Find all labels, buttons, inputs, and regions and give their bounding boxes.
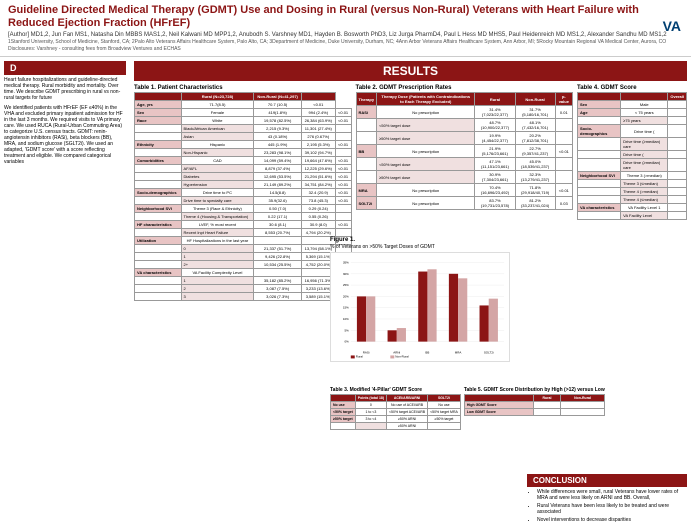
svg-text:Rural: Rural bbox=[356, 355, 363, 359]
affiliations: 1Stanford University, School of Medicine… bbox=[8, 39, 683, 45]
left-column: D Heart failure hospitalizations and gui… bbox=[0, 57, 130, 529]
svg-text:BB: BB bbox=[425, 351, 429, 355]
svg-text:0%: 0% bbox=[345, 340, 350, 344]
table1-wrap: Table 1. Patient Characteristics Rural (… bbox=[134, 85, 352, 301]
authors: [Author] MD1,2, Jun Fan MS1, Natasha Din… bbox=[8, 32, 683, 38]
table5: RuralNon-RuralHigh GDMT ScoreLow GDMT Sc… bbox=[464, 394, 605, 416]
conclusion-item: While differences were small, rural Vete… bbox=[537, 489, 687, 501]
figure1-chart: 0%5%10%15%20%25%30%35%RASiARNiBBMRASGLT2… bbox=[330, 252, 510, 362]
svg-text:RASi: RASi bbox=[363, 351, 370, 355]
figure1-area: Figure 1. % of Veterans on >50% Target D… bbox=[330, 237, 510, 367]
table3: Points (total 18)ACEI/ARB/ARNISGLT2iNo u… bbox=[330, 394, 461, 430]
conclusion-item: Rural Veterans have been less likely to … bbox=[537, 503, 687, 515]
results-column: RESULTS Table 1. Patient Characteristics… bbox=[130, 57, 691, 529]
conclusion-header: CONCLUSION bbox=[527, 474, 687, 487]
svg-text:20%: 20% bbox=[343, 295, 349, 299]
methods-body: We identified patients with HFrEF (EF ≤4… bbox=[4, 105, 126, 165]
conclusion-list: While differences were small, rural Vete… bbox=[527, 489, 687, 523]
svg-text:SGLT2i: SGLT2i bbox=[484, 351, 494, 355]
svg-text:10%: 10% bbox=[343, 317, 349, 321]
figure1-title: Figure 1. bbox=[330, 237, 510, 243]
svg-text:15%: 15% bbox=[343, 306, 349, 310]
table3-title: Table 3. Modified '4-Pillar' GDMT Score bbox=[330, 387, 461, 393]
svg-text:25%: 25% bbox=[343, 283, 349, 287]
table2: TherapyTherapy Dose (Patients with Contr… bbox=[356, 92, 574, 210]
va-logo: VA bbox=[663, 18, 681, 34]
svg-text:35%: 35% bbox=[343, 261, 349, 265]
svg-text:MRA: MRA bbox=[455, 351, 462, 355]
disclosures: Disclosures: Varshney - consulting fees … bbox=[8, 46, 683, 52]
table4-title: Table 4. GDMT Score bbox=[577, 85, 687, 91]
table2-title: Table 2. GDMT Prescription Rates bbox=[356, 85, 574, 91]
table1: Rural (N=23,728)Non-Rural (N=41,297)Age,… bbox=[134, 92, 352, 301]
table1-title: Table 1. Patient Characteristics bbox=[134, 85, 352, 91]
table3-wrap: Table 3. Modified '4-Pillar' GDMT Score … bbox=[330, 387, 461, 430]
conclusion: CONCLUSION While differences were small,… bbox=[527, 474, 687, 525]
background-body: Heart failure hospitalizations and guide… bbox=[4, 77, 126, 101]
background-header: D bbox=[4, 61, 126, 75]
table4-wrap: Table 4. GDMT Score OverallSexMaleAge< 7… bbox=[577, 85, 687, 301]
figure1-chart-title: % of Veterans on >50% Target Doses of GD… bbox=[330, 244, 510, 250]
table5-title: Table 5. GDMT Score Distribution by High… bbox=[464, 387, 605, 393]
svg-text:5%: 5% bbox=[345, 329, 350, 333]
svg-text:Non-Rural: Non-Rural bbox=[395, 355, 409, 359]
table4: OverallSexMaleAge< 75 years≥75 yearsSoci… bbox=[577, 92, 687, 220]
table5-wrap: Table 5. GDMT Score Distribution by High… bbox=[464, 387, 605, 430]
page-title: Guideline Directed Medical Therapy (GDMT… bbox=[8, 4, 683, 30]
conclusion-item: Novel interventions to decrease disparit… bbox=[537, 517, 687, 523]
svg-text:30%: 30% bbox=[343, 272, 349, 276]
results-header: RESULTS bbox=[134, 61, 687, 81]
